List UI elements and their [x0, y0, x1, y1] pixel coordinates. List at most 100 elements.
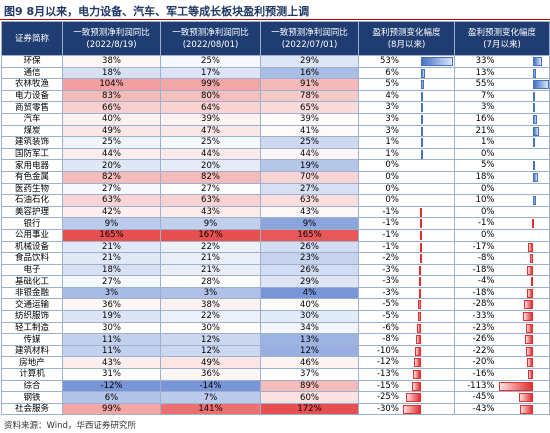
cell-text: -20% [472, 357, 495, 368]
cell: 3% [160, 286, 261, 300]
data-bar [532, 91, 535, 101]
cell: 17% [160, 66, 261, 80]
header-row: 证券简称 一致预测净利润同比 (2022/8/19) 一致预测净利润同比 (2022/0… [1, 21, 550, 56]
cell-text: 0% [385, 183, 399, 194]
data-bar [420, 242, 423, 252]
cell-text: -10% [376, 345, 399, 356]
cell-text: -12% [376, 357, 399, 368]
cell: 49% [160, 356, 261, 370]
cell: 6% [358, 66, 455, 80]
cell: -26% [454, 333, 550, 346]
row-label: 钢铁 [1, 391, 63, 404]
header-text: 一致预测净利润同比 [172, 27, 249, 38]
cell: -3% [358, 275, 455, 288]
data-bar [532, 138, 535, 148]
cell: 26% [260, 263, 359, 277]
cell: 18% [454, 170, 550, 184]
data-bar [524, 300, 533, 310]
data-bar [527, 242, 533, 252]
cell: -22% [454, 344, 550, 358]
row-label: 交通运输 [1, 298, 63, 312]
row-label: 环保 [1, 55, 63, 68]
cell: 13% [454, 66, 550, 80]
cell-text: -113% [467, 380, 495, 391]
cell: 0% [454, 147, 550, 161]
cell: -30% [358, 402, 455, 416]
header-text: (2022/8/19) [86, 39, 137, 50]
table-row: 通信 18% 17% 16% 6% 13% [1, 66, 550, 80]
cell: 38% [160, 298, 261, 312]
cell-text: 13% [475, 67, 495, 78]
data-bar [418, 300, 422, 310]
table-row: 建筑装饰 25% 25% 25% 1% 1% [1, 136, 550, 149]
data-bar [419, 277, 422, 287]
data-bar [530, 254, 533, 264]
data-bar [527, 288, 533, 298]
cell-text: 3% [480, 102, 495, 113]
header-text: 一致预测净利润同比 [73, 27, 150, 38]
row-label: 电力设备 [1, 89, 63, 103]
cell-text: -3% [382, 287, 399, 298]
cell: 78% [260, 89, 359, 103]
cell: 3% [62, 286, 161, 300]
cell-text: -16% [472, 369, 495, 380]
cell-text: -4% [477, 276, 495, 287]
table-row: 综合 -12% -14% 89% -15% -113% [1, 379, 550, 393]
row-label: 通信 [1, 66, 63, 80]
header-text: (2022/07/01) [281, 39, 338, 50]
cell: 30% [62, 321, 161, 335]
row-label: 农林牧渔 [1, 78, 63, 91]
column-header: 证券简称 [1, 21, 63, 56]
cell-text: 16% [475, 113, 495, 124]
cell: 89% [260, 379, 359, 393]
row-label: 国防军工 [1, 147, 63, 161]
cell: 21% [160, 252, 261, 265]
row-label: 计算机 [1, 368, 63, 381]
data-bar [527, 265, 533, 275]
cell: 7% [160, 391, 261, 404]
cell-text: 4% [385, 90, 399, 101]
cell-text: 18% [475, 171, 495, 182]
row-label: 建筑材料 [1, 344, 63, 358]
column-header: 盈利预测变化幅度 (8月以来) [358, 21, 455, 56]
cell: 27% [62, 182, 161, 196]
cell: 20% [62, 159, 161, 172]
cell: 39% [160, 112, 261, 126]
cell: -16% [454, 368, 550, 381]
cell: 9% [260, 217, 359, 230]
data-bar [421, 57, 453, 66]
cell: 36% [160, 368, 261, 381]
cell: 27% [260, 182, 359, 196]
data-bar [420, 207, 423, 217]
data-bar [403, 404, 422, 414]
cell: 39% [260, 112, 359, 126]
title: 图9 8月以来，电力设备、汽车、军工等成长板块盈利预测上调 [4, 5, 310, 18]
cell-text: -33% [472, 311, 495, 322]
data-bar [532, 103, 535, 113]
cell: -15% [358, 379, 455, 393]
table-row: 纺织服饰 19% 22% 30% -5% -33% [1, 310, 550, 323]
cell: 3% [358, 124, 455, 138]
cell: -1% [358, 217, 455, 230]
cell: 21% [62, 252, 161, 265]
cell: 10% [454, 194, 550, 207]
data-bar [532, 80, 549, 90]
row-label: 机械设备 [1, 240, 63, 254]
data-bar [419, 265, 422, 275]
cell: 1% [454, 136, 550, 149]
cell-text: 6% [385, 67, 399, 78]
cell-text: 3% [385, 113, 399, 124]
cell: 9% [62, 217, 161, 230]
cell: 44% [260, 147, 359, 161]
table-row: 家用电器 20% 20% 19% 0% 5% [1, 159, 550, 172]
cell: 30% [160, 321, 261, 335]
cell: 6% [62, 391, 161, 404]
table-row: 非银金融 3% 3% 4% -3% -18% [1, 286, 550, 300]
data-bar [532, 161, 535, 171]
cell-text: 53% [380, 56, 399, 66]
cell: 0% [454, 228, 550, 242]
cell: 27% [160, 182, 261, 196]
row-label: 食品饮料 [1, 252, 63, 265]
table-row: 食品饮料 21% 21% 23% -2% -8% [1, 252, 550, 265]
row-label: 轻工制造 [1, 321, 63, 335]
